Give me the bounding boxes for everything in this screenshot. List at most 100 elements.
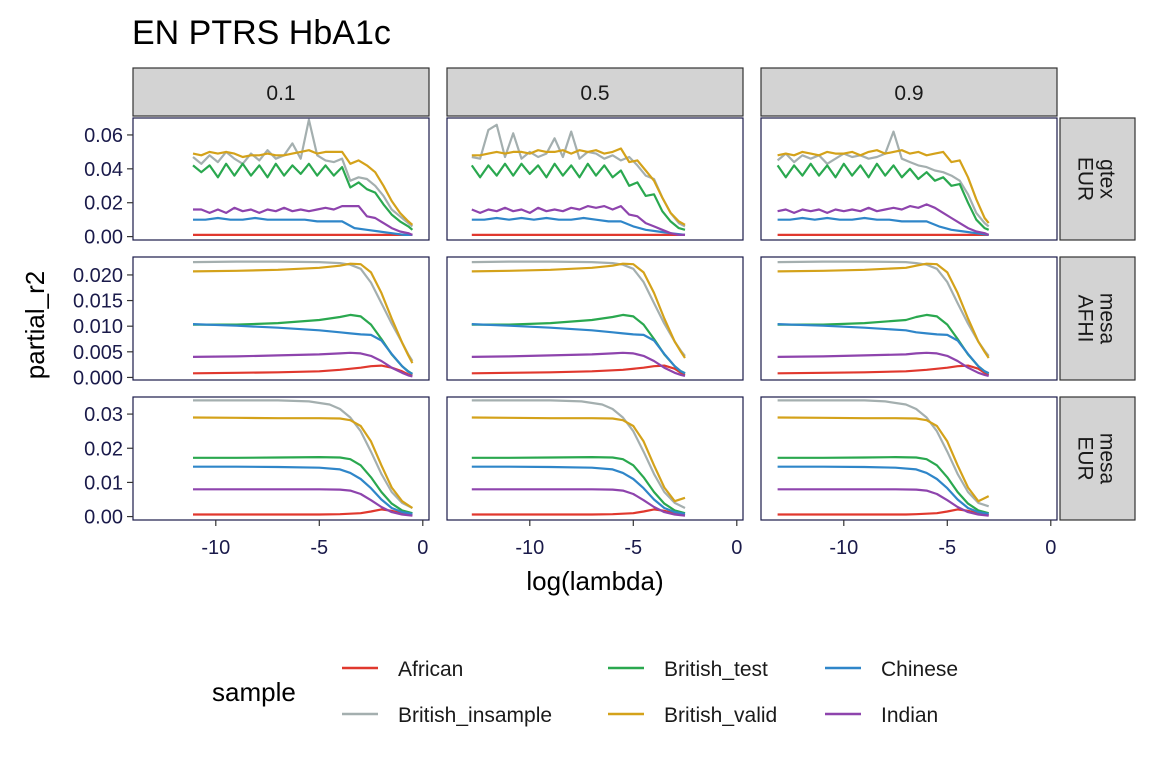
legend-label: British_test [664, 658, 768, 681]
panel-series-group [777, 260, 990, 377]
panel-series-group [470, 123, 686, 236]
y-tick-label: 0.00 [84, 227, 123, 249]
series-line-indian [193, 488, 413, 517]
legend-label: African [398, 658, 463, 681]
series-line-british-test [470, 162, 686, 231]
x-tick-label: -5 [938, 537, 956, 559]
panel-series-group [192, 260, 414, 378]
facet-strip-row [1059, 256, 1136, 381]
panel-border [132, 256, 430, 381]
legend-title: sample [212, 677, 296, 707]
x-tick-label: 0 [417, 537, 428, 559]
series-line-british-insample [471, 399, 686, 509]
panel-series-group [471, 399, 686, 517]
series-line-indian [192, 351, 413, 378]
legend-item: Indian [825, 704, 938, 727]
panel-series-group [471, 260, 686, 377]
series-line-british-test [193, 456, 413, 515]
legend-item: Chinese [825, 658, 958, 681]
series-line-indian [777, 351, 989, 377]
y-tick-label: 0.03 [84, 404, 123, 426]
panel-border [760, 256, 1058, 381]
panel-background [133, 257, 429, 380]
series-line-british-insample [777, 399, 990, 508]
panel-border [760, 117, 1058, 241]
y-tick-label: 0.015 [73, 291, 123, 313]
y-tick-label: 0.06 [84, 125, 123, 147]
series-line-british-valid [192, 416, 414, 509]
series-line-chinese [192, 323, 413, 375]
legend-item: British_valid [608, 704, 777, 727]
facet-strip-row-label: mesaAFHI [1074, 293, 1119, 345]
row-strips: gtexEUR mesaAFHI mesaEUR [1059, 117, 1136, 521]
y-tick-label: 0.02 [84, 193, 123, 215]
y-axis-title: partial_r2 [20, 271, 50, 379]
panel-border [132, 396, 430, 521]
panel-series-group [777, 399, 990, 517]
y-tick-label: 0.000 [73, 367, 123, 389]
legend-item: British_insample [342, 704, 552, 727]
series-line-british-test [192, 162, 414, 231]
panel-border [760, 396, 1058, 521]
facet-strip-row [1059, 117, 1136, 241]
legend-label: Chinese [881, 658, 958, 681]
series-line-chinese [471, 216, 686, 236]
y-tick-label: 0.005 [73, 342, 123, 364]
legend-label: Indian [881, 704, 938, 727]
legend-item: African [342, 658, 463, 681]
panel-series-group [192, 118, 414, 236]
legend-label: British_valid [664, 704, 777, 727]
x-tick-label: 0 [1045, 537, 1056, 559]
series-line-chinese [193, 465, 413, 515]
facet-strip-col-label: 0.9 [894, 82, 923, 105]
panel-background [447, 118, 743, 240]
series-line-chinese [471, 465, 686, 515]
series-line-british-valid [777, 262, 990, 359]
y-tick-label: 0.020 [73, 265, 123, 287]
series-line-indian [193, 205, 413, 236]
series-line-british-valid [777, 149, 990, 224]
series-line-african [777, 508, 989, 517]
series-line-british-test [776, 162, 990, 231]
series-line-british-valid [471, 147, 686, 226]
legend-label: British_insample [398, 704, 552, 727]
x-tick-label: -10 [515, 537, 544, 559]
series-line-chinese [777, 323, 990, 375]
series-line-british-test [777, 456, 989, 515]
y-tick-label: 0.02 [84, 438, 123, 460]
series-line-chinese [777, 465, 989, 515]
series-line-indian [471, 351, 686, 377]
panel-border [446, 396, 744, 521]
facet-strip-col-label: 0.5 [580, 82, 609, 105]
panel-border [446, 117, 744, 241]
series-line-british-valid [471, 416, 686, 503]
series-line-chinese [471, 323, 686, 375]
series-line-british-valid [192, 262, 414, 364]
series-line-african [471, 508, 686, 517]
y-tick-label: 0.04 [84, 159, 123, 181]
facet-strip-col [446, 67, 744, 117]
series-line-chinese [193, 216, 413, 236]
series-line-british-valid [777, 416, 990, 503]
series-line-indian [471, 205, 685, 236]
series-line-british-valid [192, 149, 414, 226]
series-line-british-valid [471, 262, 686, 359]
legend: sample African British_insample British_te… [212, 658, 958, 727]
panel-border [446, 256, 744, 381]
facet-strip-row-label: mesaEUR [1074, 433, 1119, 485]
series-line-african [192, 364, 413, 377]
series-line-indian [471, 488, 686, 517]
y-axes: 0.00 0.02 0.04 0.06 0.000 0.005 0.010 0.015 0.02… [73, 125, 133, 529]
x-axes: -10 -5 0 -10 -5 0 -10 -5 0 [201, 520, 1056, 559]
panel-series-group [192, 399, 414, 517]
facet-strip-row [1059, 396, 1136, 521]
panel-background [133, 118, 429, 240]
facet-strip-col [132, 67, 430, 117]
series-line-british-insample [193, 399, 413, 509]
x-axis-title: log(lambda) [526, 566, 663, 596]
y-tick-label: 0.00 [84, 507, 123, 529]
series-line-british-test [471, 456, 686, 515]
series-line-african [193, 508, 413, 517]
facet-panels [132, 117, 1058, 521]
